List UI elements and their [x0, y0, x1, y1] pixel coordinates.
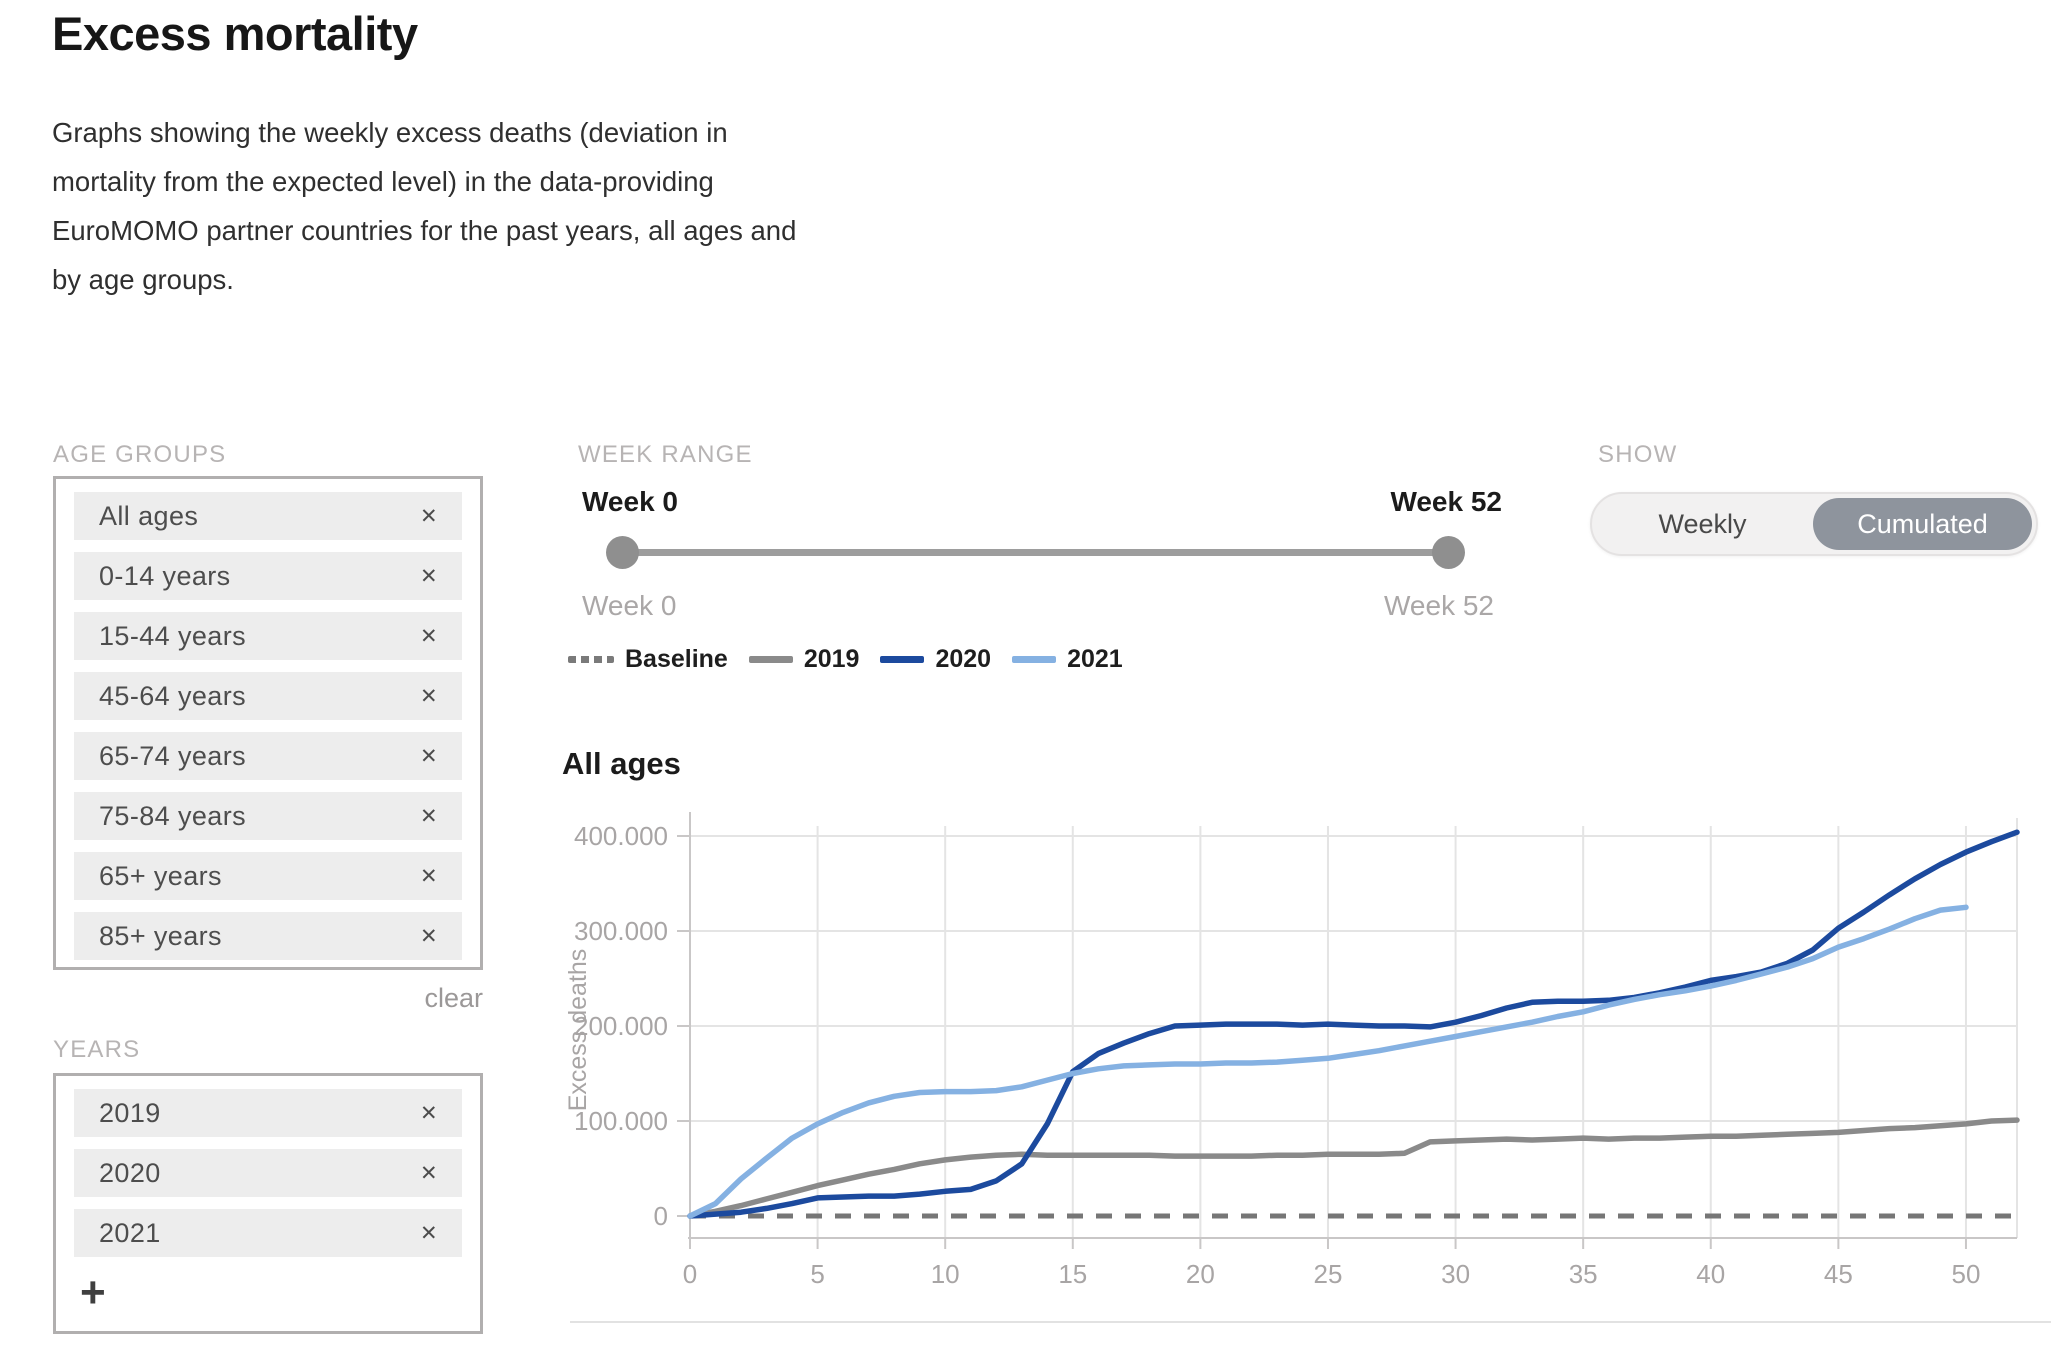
year-chip[interactable]: 2020 ✕ — [74, 1149, 462, 1197]
age-group-chip-label: 15-44 years — [99, 620, 246, 651]
remove-icon[interactable]: ✕ — [420, 924, 438, 948]
age-group-chip[interactable]: All ages ✕ — [74, 492, 462, 540]
x-tick-label: 35 — [1569, 1259, 1598, 1289]
remove-icon[interactable]: ✕ — [420, 684, 438, 708]
remove-icon[interactable]: ✕ — [420, 804, 438, 828]
age-group-chip-label: 0-14 years — [99, 560, 231, 591]
week-range-current-labels: Week 0 Week 52 — [582, 486, 1502, 518]
remove-icon[interactable]: ✕ — [420, 1101, 438, 1125]
years-label: YEARS — [53, 1036, 141, 1063]
age-group-chip-label: 65-74 years — [99, 740, 246, 771]
age-group-chip-label: 65+ years — [99, 860, 222, 891]
line-swatch — [1012, 655, 1057, 663]
show-toggle: Weekly Cumulated — [1590, 492, 2038, 556]
legend-label: 2020 — [935, 644, 992, 673]
y-tick-label: 200.000 — [574, 1011, 668, 1041]
chart-legend: Baseline 2019 2020 2021 — [568, 644, 1144, 674]
year-chip-label: 2019 — [99, 1097, 161, 1128]
age-groups-label: AGE GROUPS — [53, 441, 227, 468]
remove-icon[interactable]: ✕ — [420, 744, 438, 768]
series-line-2019 — [687, 1117, 2020, 1219]
year-chip[interactable]: 2021 ✕ — [74, 1209, 462, 1257]
x-tick-label: 40 — [1696, 1259, 1725, 1289]
legend-item-2020[interactable]: 2020 — [880, 645, 991, 674]
page-title: Excess mortality — [52, 7, 418, 60]
age-group-chip[interactable]: 65+ years ✕ — [74, 852, 462, 900]
x-tick-label: 30 — [1441, 1259, 1470, 1289]
week-range-limit-labels: Week 0 Week 52 — [582, 590, 1494, 622]
week-range-end-value: Week 52 — [1390, 486, 1502, 517]
week-range-min-label: Week 0 — [582, 590, 677, 621]
age-groups-box: All ages ✕ 0-14 years ✕ 15-44 years ✕ 45-64 ye… — [53, 476, 483, 970]
line-swatch — [880, 655, 925, 663]
excess-mortality-chart: 0 100.000 200.000 300.000 400.000 0 5 10 15 20 25 3… — [560, 790, 2051, 1338]
clear-link[interactable]: clear — [424, 983, 483, 1013]
year-chip-label: 2020 — [99, 1157, 161, 1188]
age-group-chip[interactable]: 0-14 years ✕ — [74, 552, 462, 600]
line-swatch — [748, 655, 793, 663]
age-group-chip[interactable]: 15-44 years ✕ — [74, 612, 462, 660]
section-divider — [570, 1321, 2051, 1323]
x-tick-label: 50 — [1952, 1259, 1981, 1289]
age-group-chip-label: 75-84 years — [99, 800, 246, 831]
age-group-chip[interactable]: 85+ years ✕ — [74, 912, 462, 960]
age-group-chip[interactable]: 75-84 years ✕ — [74, 792, 462, 840]
x-tick-label: 10 — [931, 1259, 960, 1289]
add-year-button[interactable]: + — [80, 1268, 106, 1317]
week-range-handle-start[interactable] — [606, 536, 639, 569]
y-tick-label: 400.000 — [574, 821, 668, 851]
toggle-option-cumulated[interactable]: Cumulated — [1813, 498, 2032, 550]
legend-label: 2019 — [803, 644, 860, 673]
y-tick-label: 300.000 — [574, 916, 668, 946]
legend-item-2019[interactable]: 2019 — [748, 644, 860, 674]
week-range-handle-end[interactable] — [1432, 536, 1465, 569]
dashed-line-swatch — [568, 655, 614, 663]
age-group-chip[interactable]: 45-64 years ✕ — [74, 672, 462, 720]
years-box: 2019 ✕ 2020 ✕ 2021 ✕ + — [53, 1073, 483, 1334]
x-tick-label: 15 — [1058, 1259, 1087, 1289]
year-chip-label: 2021 — [99, 1217, 161, 1248]
remove-icon[interactable]: ✕ — [420, 504, 438, 528]
age-group-chip-label: 85+ years — [99, 920, 222, 951]
week-range-max-label: Week 52 — [1384, 590, 1494, 621]
x-tick-label: 25 — [1314, 1259, 1343, 1289]
legend-item-2021[interactable]: 2021 — [1012, 645, 1123, 674]
series-line-2021 — [687, 904, 1969, 1219]
chart-title: All ages — [562, 746, 681, 781]
toggle-option-weekly[interactable]: Weekly — [1658, 508, 1747, 539]
y-axis-title: Excess deaths — [564, 949, 592, 1112]
age-group-chip-label: All ages — [99, 500, 199, 531]
x-tick-label: 5 — [810, 1259, 824, 1289]
page-description: Graphs showing the weekly excess deaths … — [52, 117, 797, 295]
week-range-slider-track[interactable] — [622, 549, 1448, 556]
year-chip[interactable]: 2019 ✕ — [74, 1089, 462, 1137]
remove-icon[interactable]: ✕ — [420, 564, 438, 588]
age-group-chip-label: 45-64 years — [99, 680, 246, 711]
remove-icon[interactable]: ✕ — [420, 1221, 438, 1245]
x-tick-label: 0 — [683, 1259, 697, 1289]
age-group-chip[interactable]: 65-74 years ✕ — [74, 732, 462, 780]
remove-icon[interactable]: ✕ — [420, 624, 438, 648]
series-line-2020 — [687, 829, 2020, 1219]
remove-icon[interactable]: ✕ — [420, 864, 438, 888]
remove-icon[interactable]: ✕ — [420, 1161, 438, 1185]
x-tick-label: 45 — [1824, 1259, 1853, 1289]
y-tick-label: 0 — [654, 1201, 668, 1231]
week-range-label: WEEK RANGE — [578, 441, 753, 468]
legend-label: Baseline — [625, 644, 728, 673]
show-label: SHOW — [1598, 441, 1678, 468]
week-range-start-value: Week 0 — [582, 486, 678, 517]
legend-item-baseline[interactable]: Baseline — [568, 645, 728, 674]
y-tick-label: 100.000 — [574, 1106, 668, 1136]
chart-canvas: 0 100.000 200.000 300.000 400.000 0 5 10 15 20 25 3… — [564, 812, 2020, 1289]
legend-label: 2021 — [1067, 644, 1123, 673]
x-tick-label: 20 — [1186, 1259, 1215, 1289]
